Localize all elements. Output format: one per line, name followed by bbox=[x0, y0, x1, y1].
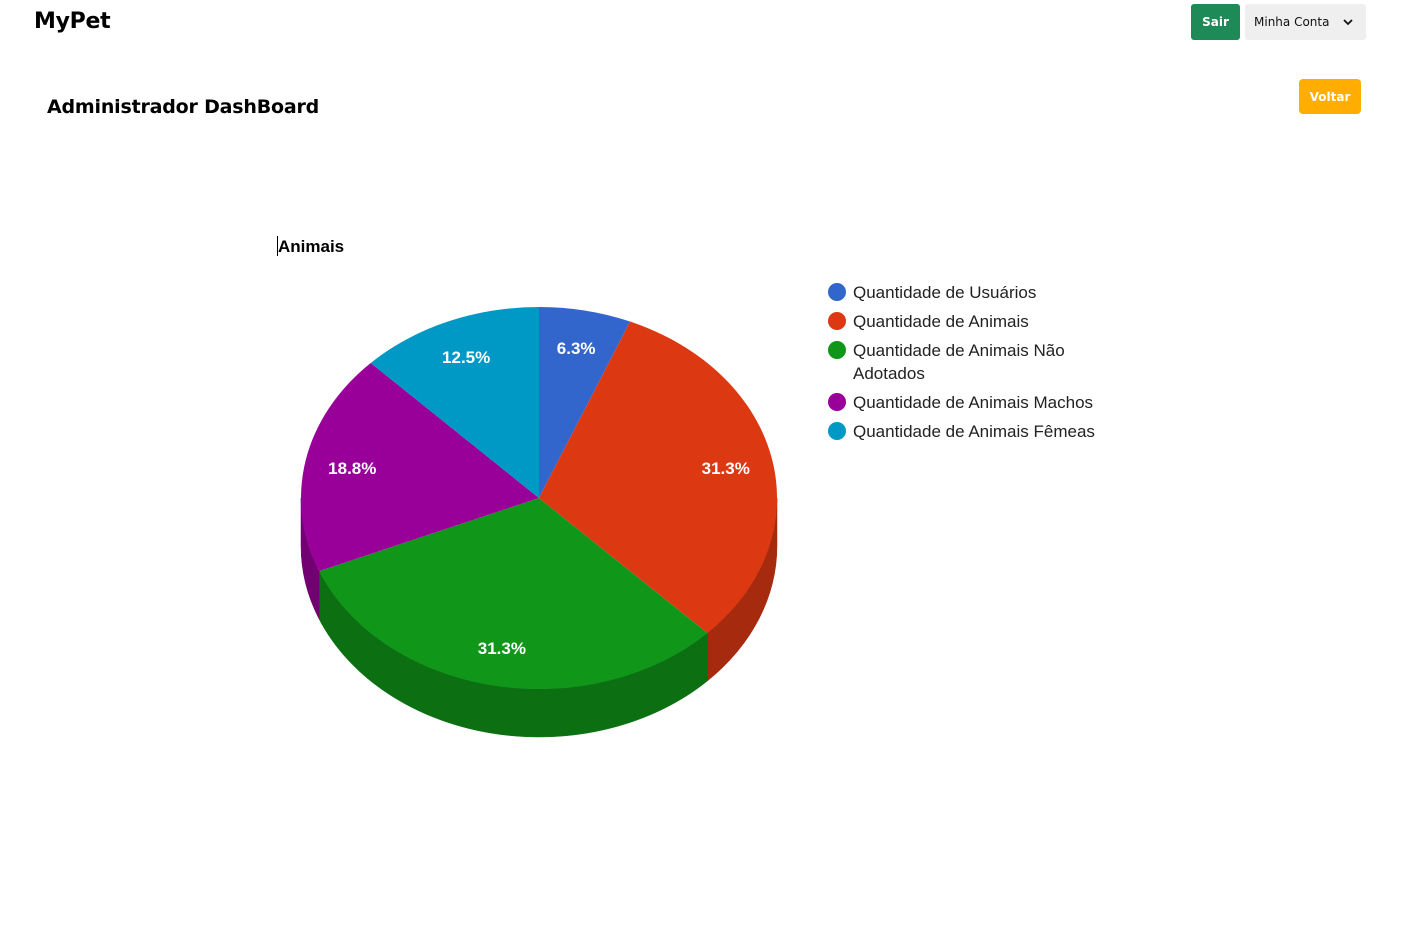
legend-label-2: Quantidade de Animais Não Adotados bbox=[853, 341, 1065, 383]
brand-logo[interactable]: MyPet bbox=[34, 9, 111, 34]
legend-marker-2 bbox=[828, 341, 846, 359]
legend-item[interactable]: Quantidade de Animais Machos bbox=[828, 393, 1093, 412]
pie-slice-2[interactable] bbox=[319, 498, 708, 689]
chart-title: Animais bbox=[278, 237, 344, 256]
slice-label-3: 18.8% bbox=[328, 459, 376, 478]
account-dropdown[interactable]: Minha Conta bbox=[1245, 4, 1366, 40]
logout-button[interactable]: Sair bbox=[1191, 4, 1240, 40]
legend-label-4: Quantidade de Animais Fêmeas bbox=[853, 422, 1095, 441]
legend-marker-4 bbox=[828, 422, 846, 440]
legend-label-3: Quantidade de Animais Machos bbox=[853, 393, 1093, 412]
pie-labels: 6.3% 31.3% 31.3% 18.8% 12.5% bbox=[328, 339, 750, 658]
pie-slice-3[interactable] bbox=[301, 362, 539, 572]
legend-marker-3 bbox=[828, 393, 846, 411]
slice-label-0: 6.3% bbox=[557, 339, 596, 358]
slice-label-1: 31.3% bbox=[702, 459, 750, 478]
legend-marker-1 bbox=[828, 312, 846, 330]
legend-label-0: Quantidade de Usuários bbox=[853, 283, 1036, 302]
slice-label-4: 12.5% bbox=[442, 348, 490, 367]
chart-legend: Quantidade de Usuários Quantidade de Anim… bbox=[828, 283, 1095, 441]
legend-item[interactable]: Quantidade de Animais Fêmeas bbox=[828, 422, 1095, 441]
account-label: Minha Conta bbox=[1254, 15, 1330, 29]
legend-item[interactable]: Quantidade de Animais bbox=[828, 312, 1029, 331]
legend-marker-0 bbox=[828, 283, 846, 301]
pie-slice-1[interactable] bbox=[539, 321, 777, 634]
slice-label-2: 31.3% bbox=[478, 639, 526, 658]
legend-item[interactable]: Quantidade de Usuários bbox=[828, 283, 1036, 302]
back-button[interactable]: Voltar bbox=[1299, 79, 1361, 114]
legend-item[interactable]: Quantidade de Animais Não Adotados bbox=[828, 341, 1065, 383]
page-title: Administrador DashBoard bbox=[47, 96, 320, 118]
pie-slice-0[interactable] bbox=[539, 307, 631, 498]
pie-slices bbox=[301, 307, 777, 689]
pie-slice-4[interactable] bbox=[370, 307, 539, 498]
chevron-down-icon bbox=[1343, 18, 1354, 26]
legend-label-1: Quantidade de Animais bbox=[853, 312, 1029, 331]
